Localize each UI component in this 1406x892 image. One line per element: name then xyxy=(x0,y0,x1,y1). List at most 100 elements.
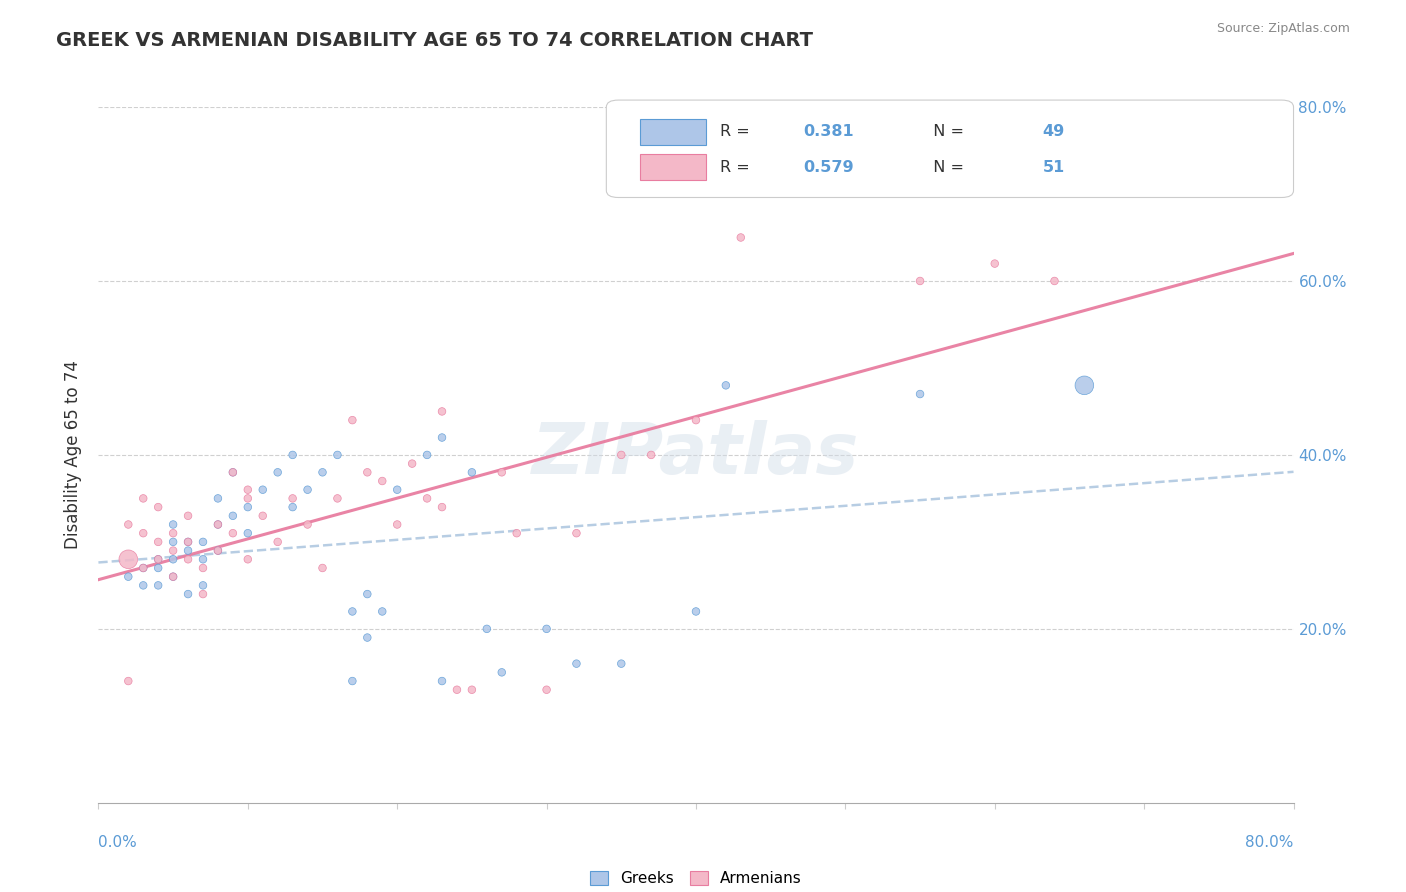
Text: Source: ZipAtlas.com: Source: ZipAtlas.com xyxy=(1216,22,1350,36)
Point xyxy=(908,274,931,288)
Point xyxy=(236,552,259,566)
Point xyxy=(236,483,259,497)
Point xyxy=(565,526,588,541)
Point xyxy=(416,491,439,506)
FancyBboxPatch shape xyxy=(640,119,706,145)
Point xyxy=(356,631,378,645)
Text: R =: R = xyxy=(720,124,755,139)
Point xyxy=(148,534,170,549)
Point xyxy=(148,561,170,575)
Point xyxy=(222,466,245,480)
Point xyxy=(236,526,259,541)
Point xyxy=(461,466,484,480)
Point xyxy=(207,517,229,532)
Point xyxy=(132,491,155,506)
Point xyxy=(430,431,453,445)
Text: 49: 49 xyxy=(1043,124,1064,139)
Point xyxy=(191,578,214,592)
Point xyxy=(446,682,468,697)
Point xyxy=(207,491,229,506)
Point xyxy=(311,466,333,480)
Point xyxy=(177,508,200,523)
Text: 0.381: 0.381 xyxy=(804,124,855,139)
Point xyxy=(177,543,200,558)
Point xyxy=(132,526,155,541)
Point xyxy=(207,543,229,558)
Point xyxy=(506,526,529,541)
Point xyxy=(430,674,453,689)
Point xyxy=(326,491,349,506)
Text: R =: R = xyxy=(720,160,755,175)
Point xyxy=(162,570,184,584)
Text: ZIPatlas: ZIPatlas xyxy=(533,420,859,490)
Point xyxy=(177,552,200,566)
Text: 0.579: 0.579 xyxy=(804,160,855,175)
Point xyxy=(475,622,498,636)
Point xyxy=(326,448,349,462)
Point xyxy=(342,674,364,689)
Point xyxy=(267,534,290,549)
Point xyxy=(132,561,155,575)
Point xyxy=(908,387,931,401)
Text: N =: N = xyxy=(922,124,969,139)
Point xyxy=(132,561,155,575)
Point xyxy=(191,552,214,566)
FancyBboxPatch shape xyxy=(640,153,706,180)
Point xyxy=(714,378,737,392)
Point xyxy=(297,517,319,532)
Point xyxy=(640,448,662,462)
Point xyxy=(162,517,184,532)
Text: GREEK VS ARMENIAN DISABILITY AGE 65 TO 74 CORRELATION CHART: GREEK VS ARMENIAN DISABILITY AGE 65 TO 7… xyxy=(56,31,813,50)
Point xyxy=(177,587,200,601)
Point xyxy=(356,466,378,480)
Text: N =: N = xyxy=(922,160,969,175)
Point xyxy=(281,500,304,514)
Point xyxy=(610,657,633,671)
Point xyxy=(162,534,184,549)
Point xyxy=(148,552,170,566)
Point xyxy=(536,682,558,697)
Point xyxy=(148,500,170,514)
Point xyxy=(148,578,170,592)
Point xyxy=(1073,378,1095,392)
Point xyxy=(342,413,364,427)
Point xyxy=(252,508,274,523)
Point xyxy=(430,404,453,418)
Point xyxy=(536,622,558,636)
Point xyxy=(491,665,513,680)
Point xyxy=(281,491,304,506)
Point xyxy=(177,534,200,549)
Point xyxy=(1043,274,1066,288)
Point xyxy=(222,466,245,480)
Point xyxy=(267,466,290,480)
Point xyxy=(685,413,707,427)
Point xyxy=(565,657,588,671)
Point xyxy=(281,448,304,462)
Point xyxy=(416,448,439,462)
Point xyxy=(162,552,184,566)
Point xyxy=(311,561,333,575)
Point xyxy=(430,500,453,514)
Point xyxy=(191,561,214,575)
Point xyxy=(385,517,409,532)
Point xyxy=(297,483,319,497)
Point xyxy=(461,682,484,697)
Point xyxy=(162,543,184,558)
Point xyxy=(207,517,229,532)
Point xyxy=(117,517,139,532)
Point xyxy=(685,605,707,619)
Y-axis label: Disability Age 65 to 74: Disability Age 65 to 74 xyxy=(65,360,83,549)
Point xyxy=(984,256,1007,270)
Point xyxy=(117,570,139,584)
Point xyxy=(342,605,364,619)
Point xyxy=(191,534,214,549)
Point xyxy=(252,483,274,497)
Point xyxy=(132,578,155,592)
Text: 0.0%: 0.0% xyxy=(98,836,138,850)
Point xyxy=(222,508,245,523)
Point xyxy=(371,474,394,488)
Point xyxy=(356,587,378,601)
Point xyxy=(162,570,184,584)
Point xyxy=(610,448,633,462)
Point xyxy=(236,491,259,506)
